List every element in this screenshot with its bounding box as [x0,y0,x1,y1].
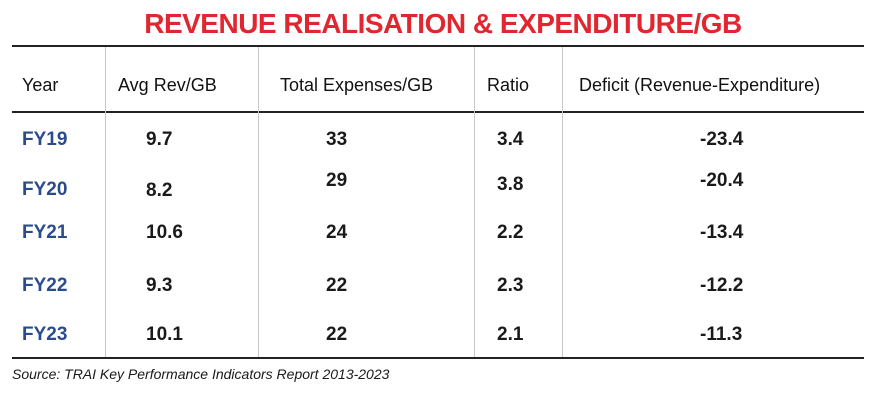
column-divider [474,47,475,357]
table-row-year: FY22 [22,275,68,296]
source-note: Source: TRAI Key Performance Indicators … [12,366,390,382]
table-row-year: FY21 [22,222,68,243]
table-cell-total-exp: 29 [326,170,348,191]
table-row-year: FY20 [22,179,68,200]
table-cell-total-exp: 24 [326,222,348,243]
column-divider [258,47,259,357]
table-cell-ratio: 3.4 [497,129,524,150]
table-cell-total-exp: 33 [326,129,348,150]
table-cell-ratio: 2.2 [497,222,524,243]
header-year: Year [22,75,59,95]
table-cell-avg-rev: 8.2 [146,180,173,201]
table-cell-deficit: -20.4 [700,170,744,191]
header-rule [12,111,864,113]
table-cell-ratio: 3.8 [497,174,524,195]
table-row-year: FY19 [22,129,68,150]
top-rule [12,45,864,47]
table-cell-avg-rev: 10.6 [146,222,183,243]
table-cell-ratio: 2.3 [497,275,524,296]
column-divider [105,47,106,357]
table-cell-total-exp: 22 [326,324,348,345]
header-deficit: Deficit (Revenue-Expenditure) [579,75,821,95]
table-cell-avg-rev: 9.3 [146,275,173,296]
header-avg-rev: Avg Rev/GB [118,75,217,95]
table-row-year: FY23 [22,324,68,345]
table-cell-deficit: -12.2 [700,275,744,296]
table-cell-total-exp: 22 [326,275,348,296]
bottom-rule [12,357,864,359]
table-cell-deficit: -13.4 [700,222,744,243]
table-cell-deficit: -11.3 [700,324,743,345]
table-cell-ratio: 2.1 [497,324,524,345]
table-cell-avg-rev: 10.1 [146,324,183,345]
table-title: REVENUE REALISATION & EXPENDITURE/GB [144,8,742,39]
table-cell-avg-rev: 9.7 [146,129,173,150]
table-cell-deficit: -23.4 [700,129,744,150]
header-ratio: Ratio [487,75,530,95]
column-divider [562,47,563,357]
header-total-expenses: Total Expenses/GB [280,75,434,95]
